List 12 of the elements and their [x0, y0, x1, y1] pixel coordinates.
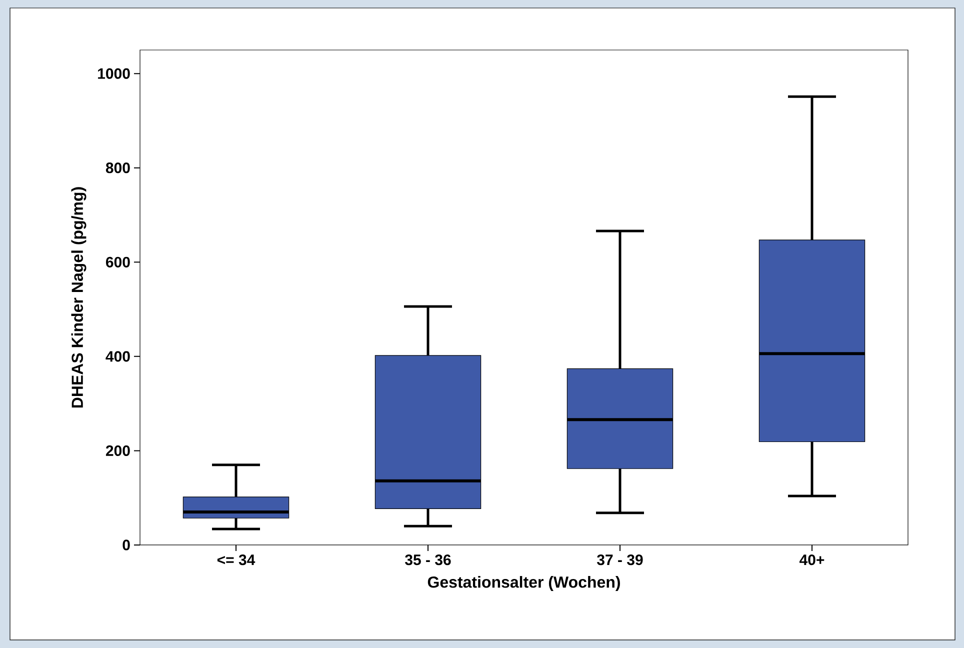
x-tick-label: 40+	[800, 554, 824, 566]
y-tick-label: 0	[122, 540, 130, 550]
y-tick-label: 1000	[98, 68, 130, 79]
y-tick-label: 800	[106, 162, 130, 174]
x-tick-label: <= 34	[217, 554, 256, 566]
y-axis-title: DHEAS Kinder Nagel (pg/mg)	[71, 187, 86, 408]
x-axis-title: Gestationsalter (Wochen)	[428, 576, 620, 591]
x-tick-label: 35 - 36	[405, 554, 451, 566]
y-tick-label: 600	[106, 256, 130, 268]
y-tick-label: 400	[106, 351, 130, 362]
x-tick-label: 37 - 39	[597, 554, 643, 566]
y-tick-label: 200	[106, 445, 130, 456]
